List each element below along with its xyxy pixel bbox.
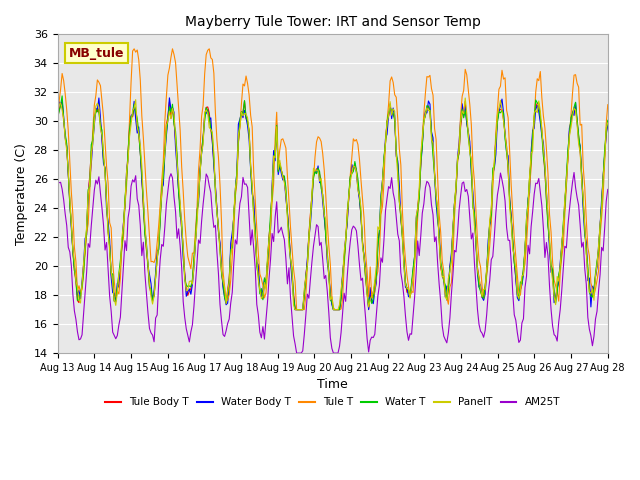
Water Body T <box>291 307 299 312</box>
Water T <box>247 166 255 171</box>
Tule T <box>298 307 305 312</box>
AM25T <box>121 238 129 243</box>
Water Body T <box>121 204 129 210</box>
Water Body T <box>54 111 61 117</box>
Line: Water Body T: Water Body T <box>58 98 608 310</box>
Tule T <box>131 46 138 52</box>
Water Body T <box>604 120 612 126</box>
Tule Body T <box>298 307 305 312</box>
PanelT <box>236 124 244 130</box>
PanelT <box>245 130 253 135</box>
PanelT <box>461 95 469 101</box>
Text: MB_tule: MB_tule <box>68 47 124 60</box>
Tule T <box>604 102 612 108</box>
Water Body T <box>577 143 584 148</box>
Water T <box>58 93 66 99</box>
Water T <box>237 109 245 115</box>
AM25T <box>245 214 253 220</box>
Tule Body T <box>54 114 61 120</box>
PanelT <box>218 267 225 273</box>
Line: Tule Body T: Tule Body T <box>58 101 608 310</box>
Tule Body T <box>247 163 255 169</box>
Line: Tule T: Tule T <box>58 49 608 310</box>
Water Body T <box>166 95 173 101</box>
Tule T <box>577 122 584 128</box>
Line: PanelT: PanelT <box>58 98 608 310</box>
Title: Mayberry Tule Tower: IRT and Sensor Temp: Mayberry Tule Tower: IRT and Sensor Temp <box>185 15 481 29</box>
PanelT <box>121 200 129 206</box>
Tule T <box>220 269 227 275</box>
PanelT <box>577 149 584 155</box>
X-axis label: Time: Time <box>317 378 348 391</box>
Water Body T <box>220 285 227 291</box>
AM25T <box>54 180 61 186</box>
Tule Body T <box>241 98 248 104</box>
Line: Water T: Water T <box>58 96 608 310</box>
PanelT <box>604 120 612 126</box>
Tule Body T <box>218 269 225 275</box>
Tule T <box>292 307 300 312</box>
Water T <box>292 307 300 312</box>
Tule T <box>121 202 129 207</box>
PanelT <box>54 111 61 117</box>
Tule T <box>54 105 61 111</box>
Water T <box>54 116 61 121</box>
Water T <box>577 145 584 151</box>
Water T <box>298 307 305 312</box>
Tule Body T <box>121 202 129 207</box>
PanelT <box>291 307 299 312</box>
PanelT <box>296 307 303 312</box>
Water Body T <box>247 167 255 172</box>
Legend: Tule Body T, Water Body T, Tule T, Water T, PanelT, AM25T: Tule Body T, Water Body T, Tule T, Water… <box>101 393 564 412</box>
Tule Body T <box>236 123 244 129</box>
Tule Body T <box>291 307 299 312</box>
AM25T <box>604 187 612 192</box>
Water T <box>220 280 227 286</box>
AM25T <box>577 222 584 228</box>
AM25T <box>296 350 303 356</box>
Water T <box>604 118 612 123</box>
AM25T <box>292 350 300 356</box>
Water T <box>123 178 131 184</box>
Water Body T <box>298 307 305 312</box>
Line: AM25T: AM25T <box>58 172 608 353</box>
AM25T <box>570 169 578 175</box>
Y-axis label: Temperature (C): Temperature (C) <box>15 143 28 245</box>
Tule Body T <box>604 120 612 126</box>
Tule T <box>237 101 245 107</box>
AM25T <box>236 201 244 206</box>
Water Body T <box>237 110 245 116</box>
AM25T <box>218 318 225 324</box>
Tule Body T <box>577 149 584 155</box>
Tule T <box>247 112 255 118</box>
